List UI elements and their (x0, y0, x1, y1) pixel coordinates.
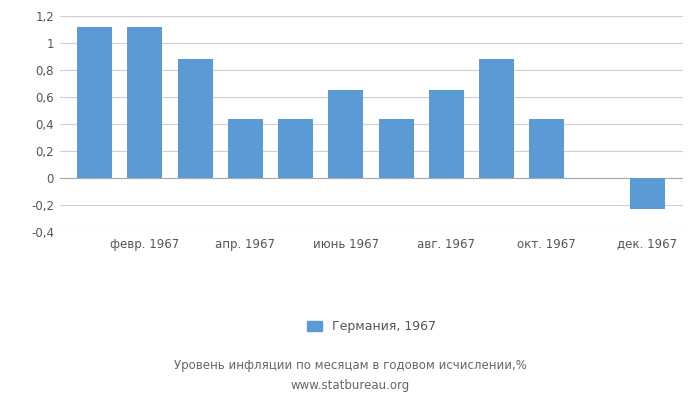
Text: www.statbureau.org: www.statbureau.org (290, 380, 410, 392)
Bar (379, 119, 414, 178)
Bar (228, 119, 263, 178)
Bar (278, 119, 313, 178)
Bar (77, 27, 112, 178)
Bar (328, 90, 363, 178)
Bar (529, 119, 564, 178)
Bar (127, 27, 162, 178)
Bar (178, 59, 213, 178)
Bar (429, 90, 464, 178)
Legend: Германия, 1967: Германия, 1967 (302, 315, 440, 338)
Bar (479, 59, 514, 178)
Text: Уровень инфляции по месяцам в годовом исчислении,%: Уровень инфляции по месяцам в годовом ис… (174, 360, 526, 372)
Bar (630, 178, 665, 209)
